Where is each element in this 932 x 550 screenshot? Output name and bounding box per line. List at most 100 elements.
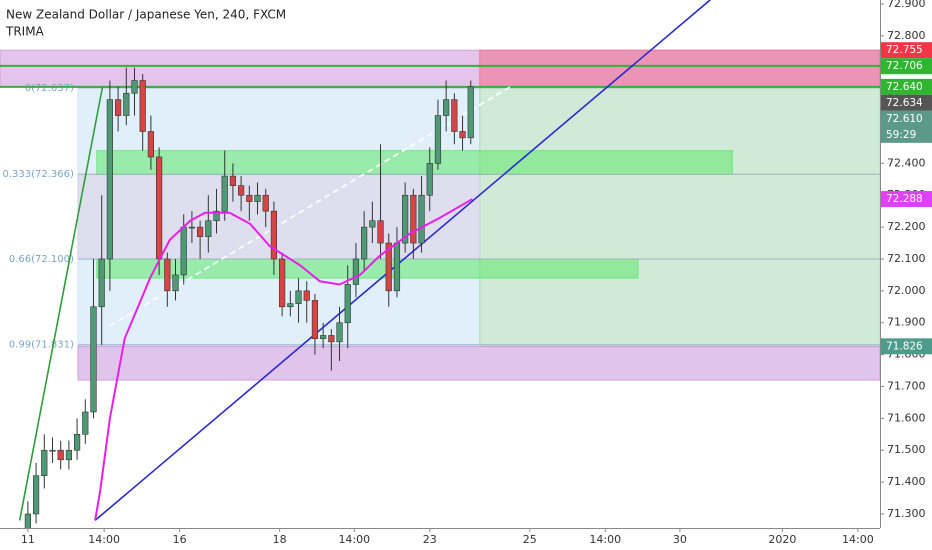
x-tick-label: 14:00 [589, 533, 621, 546]
price-tag [881, 338, 932, 355]
axes: 72.90072.80072.70072.60072.50072.40072.3… [21, 0, 932, 546]
x-tick-label: 25 [523, 533, 537, 546]
price-tag-label: 72.634 [886, 97, 923, 109]
candle-body [131, 80, 138, 94]
fib-label: 0(72.637) [25, 83, 74, 94]
candle-body [57, 449, 64, 461]
candle-body [352, 258, 360, 285]
candle-body [434, 115, 442, 164]
candle-body [246, 194, 253, 202]
candle-body [98, 258, 105, 308]
price-tag-label: 71.826 [886, 340, 923, 352]
candle-body [279, 258, 286, 308]
y-tick-label: 72.800 [887, 29, 926, 42]
candle-body [205, 220, 212, 237]
price-tag-label: 72.706 [886, 60, 923, 72]
x-tick-label: 18 [273, 533, 287, 546]
y-tick-label: 72.900 [887, 0, 926, 10]
candle-body [336, 322, 343, 343]
candle-body [82, 411, 89, 435]
y-tick-label: 71.500 [887, 443, 926, 456]
candle-body [287, 303, 294, 308]
candle-body [377, 220, 384, 244]
candle-body [238, 185, 245, 196]
zone [479, 49, 880, 88]
countdown: 59:29 [886, 129, 916, 141]
candle-body [114, 99, 122, 116]
price-tag-label: 72.288 [886, 193, 923, 205]
x-tick-label: 2020 [768, 533, 796, 546]
fib-label: 0.99(71.831) [9, 340, 74, 351]
candle-body [426, 163, 433, 196]
price-tag [881, 110, 932, 143]
candle-body [229, 175, 237, 186]
price-tag [881, 58, 932, 75]
y-tick-label: 72.000 [887, 284, 926, 297]
candle-body [385, 242, 392, 292]
candle-body [188, 226, 196, 229]
x-tick-label: 11 [21, 533, 35, 546]
y-tick-label: 72.200 [887, 220, 926, 233]
candle-body [139, 80, 146, 132]
y-tick-label: 71.600 [887, 411, 926, 424]
zone [77, 345, 880, 381]
price-tag-label: 72.640 [886, 81, 923, 93]
x-tick-label: 23 [423, 533, 437, 546]
candle-body [295, 290, 302, 304]
candle-body [254, 194, 261, 202]
y-tick-label: 71.700 [887, 379, 926, 392]
trima-line [94, 198, 473, 521]
candle-body [221, 175, 228, 212]
candle-body [344, 284, 351, 324]
candle-body [303, 290, 310, 301]
candle-body [262, 194, 269, 212]
candle-body [320, 335, 327, 339]
candle-body [467, 86, 474, 139]
candle-body [451, 99, 458, 132]
indicator-name: TRIMA [5, 25, 45, 39]
candle-body [410, 194, 417, 244]
candle-body [418, 194, 425, 244]
price-tag [881, 42, 932, 59]
fib-label: 0.333(72.366) [2, 169, 74, 180]
trend-line [109, 86, 511, 327]
candle-body [180, 226, 187, 276]
x-tick-label: 16 [173, 533, 187, 546]
candle-body [49, 449, 56, 452]
candle-body [197, 226, 204, 237]
candle-body [24, 513, 31, 528]
candle-body [270, 210, 278, 260]
x-tick-label: 14:00 [842, 533, 874, 546]
x-tick-label: 14:00 [88, 533, 120, 546]
candle-body [328, 335, 335, 343]
candle-body [369, 220, 376, 228]
price-tag [881, 94, 932, 111]
zone [96, 150, 733, 176]
candle-body [459, 131, 466, 139]
candle-body [147, 131, 155, 158]
fib-label: 0.66(72.100) [9, 254, 74, 265]
candle-body [123, 92, 130, 116]
candle-body [106, 99, 113, 260]
candle-body [311, 300, 319, 339]
candle-body [90, 306, 97, 413]
y-tick-label: 72.400 [887, 156, 926, 169]
x-tick-label: 14:00 [338, 533, 370, 546]
y-tick-label: 71.300 [887, 507, 926, 520]
chart-title: New Zealand Dollar / Japanese Yen, 240, … [6, 8, 286, 22]
zone [479, 86, 880, 347]
y-tick-label: 71.900 [887, 316, 926, 329]
trend-line [18, 86, 104, 521]
price-tag-label: 72.755 [886, 44, 923, 56]
price-tag [881, 191, 932, 208]
candle-body [213, 210, 220, 222]
candle-body [443, 99, 450, 116]
candle-body [402, 194, 409, 244]
price-tag-label: 72.610 [886, 113, 923, 125]
candle-body [156, 156, 163, 260]
candle-body [393, 242, 401, 292]
candle-body [41, 449, 48, 477]
price-tag [881, 78, 932, 95]
candle-body [361, 226, 368, 260]
trend-line [94, 0, 711, 521]
